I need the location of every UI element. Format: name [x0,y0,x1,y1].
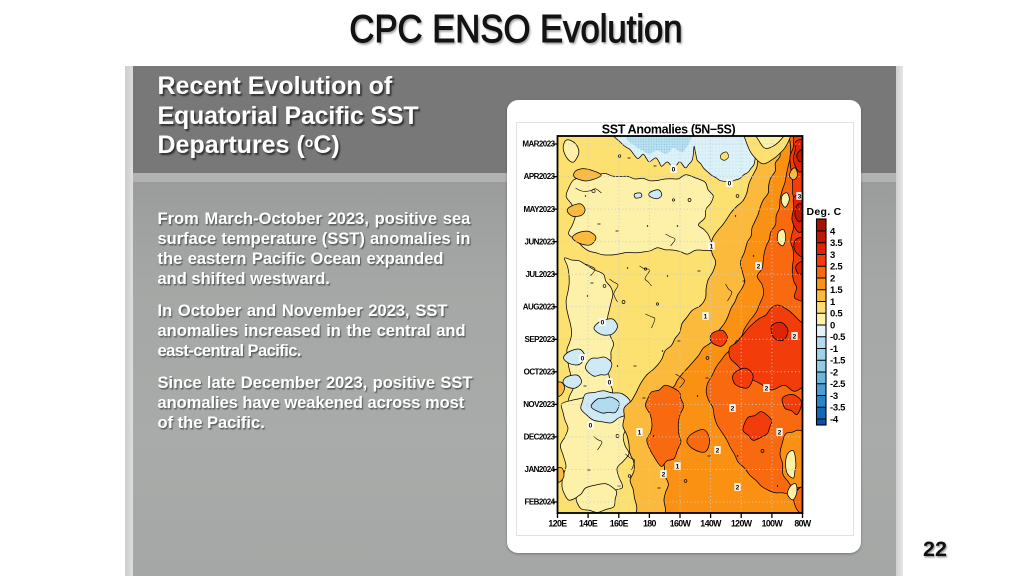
svg-text:DEC2023: DEC2023 [524,433,556,442]
svg-text:-2: -2 [830,367,838,378]
svg-text:2: 2 [736,484,740,491]
svg-text:-0.5: -0.5 [830,332,846,343]
svg-text:1: 1 [830,297,836,308]
svg-text:JUL2023: JUL2023 [525,270,555,279]
svg-text:2: 2 [716,447,720,454]
svg-text:NOV2023: NOV2023 [523,400,555,409]
svg-text:1: 1 [710,243,714,250]
svg-text:0: 0 [728,180,732,187]
svg-text:JAN2024: JAN2024 [525,465,556,474]
svg-text:-2.5: -2.5 [830,379,846,390]
svg-text:MAY2023: MAY2023 [524,205,556,214]
svg-text:0: 0 [589,422,593,429]
svg-text:140W: 140W [700,519,722,529]
svg-text:-3.5: -3.5 [830,403,846,414]
svg-text:APR2023: APR2023 [524,172,556,181]
svg-text:OCT2023: OCT2023 [524,368,556,377]
svg-text:0.5: 0.5 [830,309,843,320]
svg-text:1: 1 [638,429,642,436]
svg-text:3: 3 [798,193,802,200]
svg-text:2: 2 [765,385,769,392]
svg-text:2: 2 [830,273,835,284]
svg-text:0: 0 [608,379,612,386]
svg-text:Deg. C: Deg. C [807,206,842,218]
svg-text:0: 0 [672,166,676,173]
svg-text:2.5: 2.5 [830,262,843,273]
svg-text:MAR2023: MAR2023 [522,140,555,149]
svg-text:160E: 160E [610,519,629,529]
svg-text:2: 2 [757,263,761,270]
svg-text:AUG2023: AUG2023 [523,302,556,311]
svg-text:0: 0 [830,320,835,331]
svg-text:FEB2024: FEB2024 [525,498,556,507]
svg-text:120E: 120E [548,519,567,529]
svg-text:160W: 160W [670,519,692,529]
svg-text:4: 4 [830,226,836,237]
svg-text:120W: 120W [731,519,753,529]
svg-text:0: 0 [601,319,605,326]
svg-text:100W: 100W [762,519,784,529]
svg-text:1.5: 1.5 [830,285,843,296]
svg-text:80W: 80W [794,519,812,529]
svg-text:-4: -4 [830,414,839,425]
svg-text:140E: 140E [579,519,598,529]
svg-text:180: 180 [643,519,657,529]
svg-text:2: 2 [778,429,782,436]
svg-text:-1.5: -1.5 [830,356,846,367]
svg-text:2: 2 [662,471,666,478]
svg-text:3.5: 3.5 [830,238,843,249]
svg-text:SST Anomalies (5N−5S): SST Anomalies (5N−5S) [602,123,736,137]
svg-text:JUN2023: JUN2023 [525,237,556,246]
svg-text:3: 3 [830,250,835,261]
svg-text:SEP2023: SEP2023 [525,335,556,344]
svg-text:2: 2 [793,333,797,340]
svg-text:1: 1 [704,313,708,320]
svg-text:-3: -3 [830,391,838,402]
svg-text:-1: -1 [830,344,839,355]
svg-text:2: 2 [731,405,735,412]
svg-text:0: 0 [581,355,585,362]
svg-text:1: 1 [676,463,680,470]
